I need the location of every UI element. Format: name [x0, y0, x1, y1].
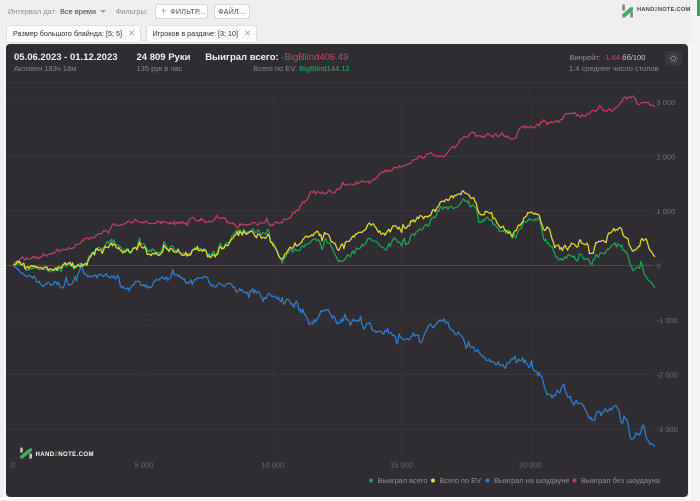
svg-text:-1 000: -1 000	[657, 316, 678, 325]
svg-text:1 000: 1 000	[657, 207, 676, 216]
svg-text:0: 0	[11, 461, 15, 470]
svg-text:HAND2NOTE.COM: HAND2NOTE.COM	[36, 451, 94, 458]
svg-text:2 000: 2 000	[657, 152, 676, 161]
svg-text:15 000: 15 000	[390, 461, 413, 470]
svg-text:Выиграл всего: Выиграл всего	[378, 476, 428, 485]
svg-text:Выиграл на шоудауне: Выиграл на шоудауне	[494, 476, 570, 485]
svg-text:10 000: 10 000	[261, 461, 284, 470]
svg-text:5 000: 5 000	[135, 461, 154, 470]
svg-text:3 000: 3 000	[657, 98, 676, 107]
svg-text:20 000: 20 000	[519, 461, 542, 470]
svg-text:-3 000: -3 000	[657, 425, 678, 434]
svg-text:-2 000: -2 000	[657, 370, 678, 379]
svg-text:0: 0	[657, 261, 661, 270]
svg-text:Всего по EV: Всего по EV	[440, 476, 482, 485]
svg-text:Выиграл без шоудауна: Выиграл без шоудауна	[581, 476, 661, 485]
